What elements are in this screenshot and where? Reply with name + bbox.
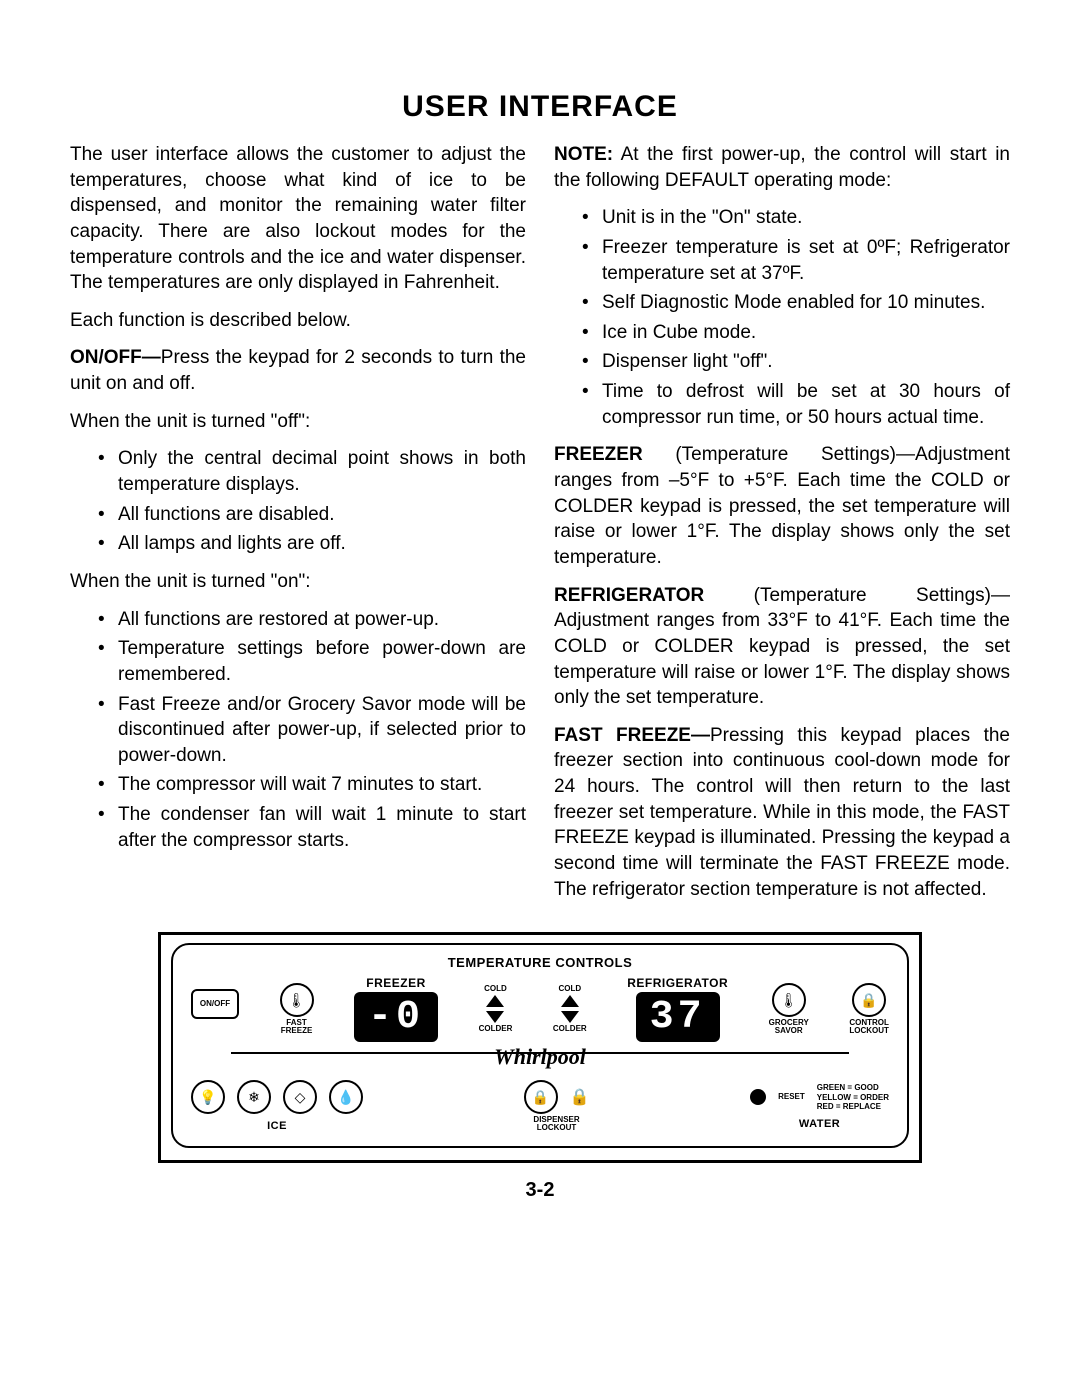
refrig-cold-up-button[interactable]: [561, 995, 579, 1007]
legend-order: YELLOW = ORDER: [817, 1093, 889, 1103]
freezer-paragraph: FREEZER (Temperature Settings)—Adjustmen…: [554, 442, 1010, 570]
document-page: USER INTERFACE The user interface allows…: [0, 0, 1080, 1397]
cold-label: COLD: [484, 985, 507, 993]
thermometer-icon: 🌡: [288, 992, 306, 1009]
note-bullet-list: Unit is in the "On" state. Freezer tempe…: [554, 205, 1010, 430]
fastfreeze-button-label: FAST FREEZE: [281, 1019, 313, 1035]
list-item: Dispenser light "off".: [602, 349, 1010, 375]
list-item: All lamps and lights are off.: [118, 531, 526, 557]
onoff-paragraph: ON/OFF—Press the keypad for 2 seconds to…: [70, 345, 526, 396]
temperature-controls-header: TEMPERATURE CONTROLS: [191, 955, 889, 970]
lock-icon: 🔒: [532, 1089, 549, 1106]
water-group: RESET GREEN = GOOD YELLOW = ORDER RED = …: [750, 1083, 889, 1130]
light-button[interactable]: 💡: [191, 1080, 225, 1114]
water-dispense-button[interactable]: 💧: [329, 1080, 363, 1114]
crushed-ice-icon: ❄: [248, 1089, 260, 1106]
refrigerator-display: 37: [636, 992, 720, 1042]
crushed-ice-button[interactable]: ❄: [237, 1080, 271, 1114]
control-lockout-label: CONTROL LOCKOUT: [849, 1019, 889, 1035]
list-item: Freezer temperature is set at 0ºF; Refri…: [602, 235, 1010, 286]
note-label: NOTE:: [554, 144, 613, 165]
top-controls-row: ON/OFF x 🌡 FAST FREEZE FREEZER -0: [191, 976, 889, 1042]
onoff-button[interactable]: ON/OFF: [191, 989, 239, 1019]
list-item: Fast Freeze and/or Grocery Savor mode wi…: [118, 692, 526, 769]
cold-label: COLD: [558, 985, 581, 993]
cube-ice-button[interactable]: ◇: [283, 1080, 317, 1114]
fastfreeze-paragraph: FAST FREEZE—Pressing this keypad places …: [554, 723, 1010, 902]
colder-label: COLDER: [553, 1025, 587, 1033]
left-column: The user interface allows the customer t…: [70, 142, 526, 914]
off-bullet-list: Only the central decimal point shows in …: [70, 446, 526, 557]
intro-paragraph: The user interface allows the customer t…: [70, 142, 526, 296]
thermometer-icon: 🌡: [780, 992, 798, 1009]
freezer-display: -0: [354, 992, 438, 1042]
legend-replace: RED = REPLACE: [817, 1102, 889, 1112]
filter-status-indicator: [750, 1089, 766, 1105]
onoff-label: ON/OFF—: [70, 347, 161, 368]
cube-ice-icon: ◇: [295, 1089, 306, 1106]
list-item: Unit is in the "On" state.: [602, 205, 1010, 231]
list-item: Self Diagnostic Mode enabled for 10 minu…: [602, 290, 1010, 316]
list-item: The compressor will wait 7 minutes to st…: [118, 772, 526, 798]
note-text: At the first power-up, the control will …: [554, 144, 1010, 191]
fastfreeze-label: FAST FREEZE—: [554, 725, 710, 746]
refrigerator-label: REFRIGERATOR: [554, 585, 704, 606]
grocery-savor-button[interactable]: 🌡: [772, 983, 806, 1017]
freezer-colder-down-button[interactable]: [486, 1011, 504, 1023]
control-panel: TEMPERATURE CONTROLS ON/OFF x 🌡 FAST FRE…: [171, 943, 909, 1148]
onoff-button-label: ON/OFF: [200, 1000, 230, 1008]
page-title: USER INTERFACE: [70, 90, 1010, 124]
water-section-label: WATER: [799, 1118, 840, 1130]
list-item: All functions are restored at power-up.: [118, 607, 526, 633]
reset-label: RESET: [778, 1093, 805, 1101]
lock-icon: 🔒: [860, 992, 877, 1009]
list-item: Ice in Cube mode.: [602, 320, 1010, 346]
brand-logo: Whirlpool: [191, 1044, 889, 1070]
list-item: Only the central decimal point shows in …: [118, 446, 526, 497]
grocery-savor-label: GROCERY SAVOR: [769, 1019, 809, 1035]
dispenser-lockout-group: 🔒 🔒 DISPENSER LOCKOUT: [524, 1080, 590, 1132]
fastfreeze-button[interactable]: 🌡: [280, 983, 314, 1017]
light-icon: 💡: [199, 1089, 216, 1106]
page-number: 3-2: [70, 1179, 1010, 1202]
ice-section-label: ICE: [267, 1120, 287, 1132]
freezer-header: FREEZER: [366, 976, 426, 990]
fastfreeze-group: 🌡 FAST FREEZE: [280, 983, 314, 1035]
list-item: All functions are disabled.: [118, 502, 526, 528]
freezer-label: FREEZER: [554, 444, 643, 465]
freezer-display-group: FREEZER -0: [354, 976, 438, 1042]
bottom-controls-row: 💡 ❄ ◇ 💧 ICE 🔒 🔒 DISPENSER LOCKOUT: [191, 1080, 889, 1132]
list-item: The condenser fan will wait 1 minute to …: [118, 802, 526, 853]
refrigerator-paragraph: REFRIGERATOR (Temperature Settings)—Adju…: [554, 583, 1010, 711]
water-icon: 💧: [337, 1089, 354, 1106]
refrig-colder-down-button[interactable]: [561, 1011, 579, 1023]
grocery-savor-group: 🌡 GROCERY SAVOR: [769, 983, 809, 1035]
dispenser-lockout-button[interactable]: 🔒: [524, 1080, 558, 1114]
two-column-layout: The user interface allows the customer t…: [70, 142, 1010, 914]
dispenser-lockout-label: DISPENSER LOCKOUT: [533, 1116, 579, 1132]
colder-label: COLDER: [479, 1025, 513, 1033]
right-column: NOTE: At the first power-up, the control…: [554, 142, 1010, 914]
control-panel-figure: TEMPERATURE CONTROLS ON/OFF x 🌡 FAST FRE…: [158, 932, 922, 1163]
each-function-line: Each function is described below.: [70, 308, 526, 334]
refrigerator-header: REFRIGERATOR: [627, 976, 728, 990]
freezer-arrows: COLD COLDER: [479, 985, 513, 1033]
list-item: Time to defrost will be set at 30 hours …: [602, 379, 1010, 430]
control-lockout-button[interactable]: 🔒: [852, 983, 886, 1017]
refrigerator-arrows: COLD COLDER: [553, 985, 587, 1033]
freezer-cold-up-button[interactable]: [486, 995, 504, 1007]
refrigerator-display-group: REFRIGERATOR 37: [627, 976, 728, 1042]
onoff-group: ON/OFF x: [191, 989, 239, 1029]
filter-legend: GREEN = GOOD YELLOW = ORDER RED = REPLAC…: [817, 1083, 889, 1112]
when-on-line: When the unit is turned "on":: [70, 569, 526, 595]
control-lockout-group: 🔒 CONTROL LOCKOUT: [849, 983, 889, 1035]
note-paragraph: NOTE: At the first power-up, the control…: [554, 142, 1010, 193]
ice-group: 💡 ❄ ◇ 💧 ICE: [191, 1080, 363, 1132]
lock-icon: 🔒: [570, 1087, 590, 1107]
on-bullet-list: All functions are restored at power-up. …: [70, 607, 526, 854]
fastfreeze-text: Pressing this keypad places the freezer …: [554, 725, 1010, 900]
legend-good: GREEN = GOOD: [817, 1083, 889, 1093]
list-item: Temperature settings before power-down a…: [118, 636, 526, 687]
when-off-line: When the unit is turned "off":: [70, 409, 526, 435]
